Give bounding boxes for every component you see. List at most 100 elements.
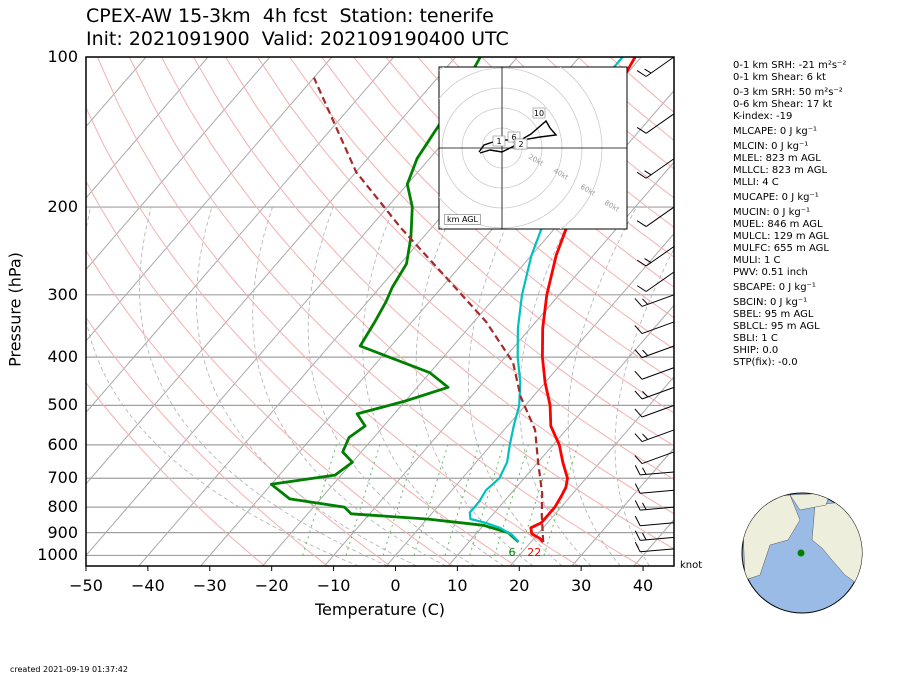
wind-barb — [634, 429, 675, 443]
x-tick-label: 40 — [632, 576, 654, 595]
moist-adiabat — [307, 206, 476, 566]
isotherm-line — [86, 57, 271, 271]
dry-adiabat — [321, 57, 674, 382]
param-line: SBCAPE: 0 J kg⁻¹ — [733, 282, 816, 293]
isotherm-line — [571, 447, 674, 566]
dry-adiabat — [385, 57, 674, 319]
moist-adiabat — [139, 206, 388, 566]
moist-adiabat — [252, 206, 446, 566]
background-reference-lines — [0, 57, 674, 566]
wind-barb — [634, 500, 675, 511]
param-line: SBCIN: 0 J kg⁻¹ — [733, 297, 808, 308]
y-tick-label: 1000 — [37, 545, 78, 565]
dry-adiabat — [96, 57, 579, 566]
dry-adiabat — [86, 316, 328, 566]
param-line: SBLCL: 95 m AGL — [733, 321, 820, 332]
x-axis-label: Temperature (C) — [314, 600, 446, 619]
isotherm-line — [262, 89, 674, 566]
moist-adiabat — [614, 248, 674, 566]
y-tick-label: 200 — [47, 197, 78, 217]
isotherm-line — [0, 57, 22, 566]
y-tick-label: 700 — [47, 468, 78, 488]
x-tick-label: 20 — [509, 576, 530, 595]
created-timestamp: created 2021-09-19 01:37:42 — [10, 665, 128, 674]
mixing-ratio-line — [469, 444, 505, 556]
wind-barb — [634, 530, 675, 541]
sounding-parameters: 0-1 km SRH: -21 m²s⁻² 0-1 km Shear: 6 kt 0… — [733, 57, 846, 369]
param-line: PWV: 0.51 inch — [733, 267, 808, 278]
wind-barbs — [634, 56, 675, 553]
x-tick-label: 0 — [390, 576, 401, 595]
mixing-ratio-line — [413, 444, 449, 556]
moist-adiabat — [567, 206, 637, 566]
dry-adiabat — [86, 249, 391, 566]
y-tick-label: 600 — [47, 434, 78, 454]
series-parcel — [312, 77, 545, 543]
wind-barb — [636, 113, 675, 134]
param-line: SBEL: 95 m AGL — [733, 309, 814, 320]
mixing-ratio-line — [518, 444, 554, 556]
dry-adiabat — [128, 57, 642, 566]
hodograph-height-label: 2 — [518, 140, 523, 149]
dry-adiabat — [161, 57, 674, 550]
isotherm-line — [86, 57, 395, 414]
chart-title-line2: Init: 2021091900 Valid: 202109190400 UTC — [86, 28, 509, 50]
hodograph-height-box — [532, 107, 546, 119]
dry-adiabat — [86, 106, 517, 566]
isotherm-line — [86, 57, 209, 199]
isotherm-line — [86, 57, 147, 128]
chart-title-line1: CPEX-AW 15-3km 4h fcst Station: tenerife — [86, 5, 494, 27]
x-tick-label: −40 — [131, 576, 165, 595]
wind-barb — [634, 404, 675, 418]
hodograph-height-label: 10 — [534, 109, 544, 118]
hodograph-height-label: 6 — [511, 133, 516, 142]
wind-barb — [636, 206, 675, 227]
moist-adiabat — [362, 206, 505, 566]
wind-barb — [636, 271, 675, 292]
param-line: MUCAPE: 0 J kg⁻¹ — [733, 192, 819, 203]
wind-barb — [634, 321, 675, 335]
x-tick-label: −10 — [316, 576, 351, 595]
barb-units-label: knot — [680, 560, 703, 571]
wind-barb — [634, 345, 675, 359]
hodograph-units-label: km AGL — [444, 214, 481, 225]
mixing-ratio-line — [494, 444, 529, 556]
param-line: STP(fix): -0.0 — [733, 357, 798, 368]
isotherm-line — [385, 232, 674, 566]
x-tick-label: −50 — [69, 576, 103, 595]
isotherm-line — [447, 304, 674, 566]
x-tick-label: 30 — [570, 576, 592, 595]
isotherm-line — [0, 57, 84, 566]
location-globe — [741, 492, 863, 614]
station-marker — [797, 549, 805, 557]
isotherm-line — [86, 57, 456, 485]
moist-adiabat — [415, 206, 534, 566]
hodograph-height-box — [492, 135, 506, 147]
param-line: MLLI: 4 C — [733, 177, 779, 188]
series-dewpoint — [269, 57, 520, 544]
param-line: 0-1 km SRH: -21 m²s⁻² — [733, 60, 847, 71]
moist-adiabat — [196, 206, 417, 566]
wind-barb — [634, 294, 675, 307]
param-line: 0-1 km Shear: 6 kt — [733, 72, 826, 83]
param-line: MUCIN: 0 J kg⁻¹ — [733, 207, 811, 218]
param-line: MLCIN: 0 J kg⁻¹ — [733, 141, 809, 152]
dry-adiabat — [417, 57, 674, 288]
param-line: 0-3 km SRH: 50 m²s⁻² — [733, 87, 843, 98]
y-tick-label: 100 — [47, 47, 78, 66]
param-line: K-index: -19 — [733, 111, 793, 122]
moist-adiabat — [467, 206, 563, 566]
param-line: SBLI: 1 C — [733, 333, 778, 344]
isotherm-line — [86, 57, 333, 342]
param-line: MULI: 1 C — [733, 255, 781, 266]
x-tick-label: −20 — [254, 576, 289, 595]
param-line: 0-6 km Shear: 17 kt — [733, 99, 833, 110]
wind-barb — [634, 367, 675, 380]
mixing-ratio-line — [345, 444, 381, 556]
hodograph-inset: 10632120kt40kt60kt80kt — [438, 66, 628, 230]
param-line: MULCL: 129 m AGL — [733, 231, 829, 242]
dry-adiabat — [289, 57, 674, 414]
plot-frame — [85, 56, 675, 567]
wind-barb — [634, 483, 675, 494]
